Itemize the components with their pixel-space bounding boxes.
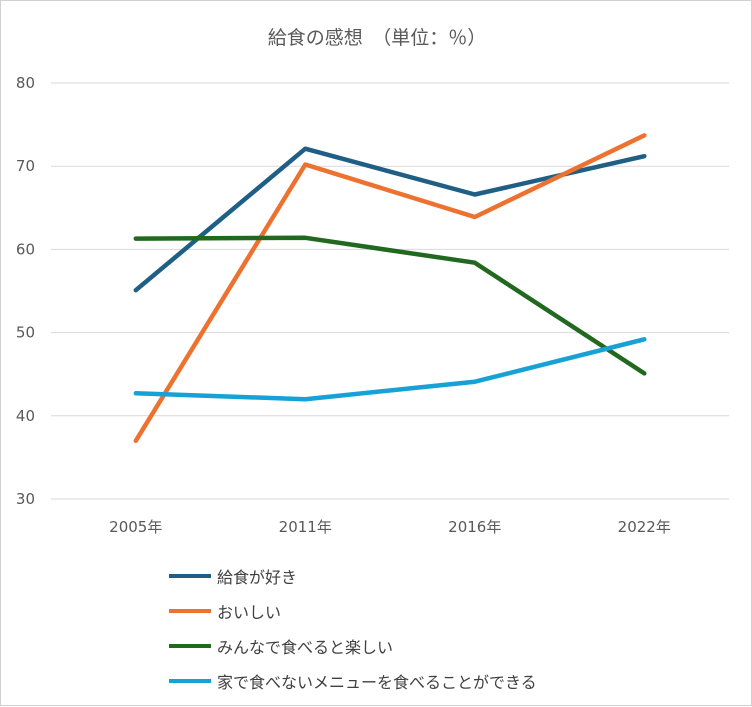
legend-label: みんなで食べると楽しい: [217, 637, 394, 657]
series-line-2: [133, 235, 647, 376]
legend-swatch: [169, 573, 211, 578]
legend: 給食が好きおいしいみんなで食べると楽しい家で食べないメニューを食べることができる: [169, 558, 537, 698]
chart-title: 給食の感想 （単位：％）: [267, 27, 487, 49]
x-axis-ticks: 2005年 2011年 2016年 2022年: [109, 518, 671, 536]
y-tick-label: 80: [16, 74, 35, 92]
series-line-3: [133, 337, 647, 402]
legend-item: おいしい: [169, 593, 537, 628]
series-line-1: [133, 133, 647, 444]
y-tick-label: 30: [16, 490, 35, 508]
legend-label: おいしい: [217, 602, 282, 622]
legend-item: 家で食べないメニューを食べることができる: [169, 663, 537, 698]
x-tick-label: 2011年: [279, 518, 332, 536]
x-tick-label: 2005年: [109, 518, 162, 536]
y-tick-label: 60: [16, 240, 35, 258]
series-lines: [133, 133, 647, 444]
y-axis-ticks: 30 40 50 60 70 80: [16, 74, 35, 508]
legend-swatch: [169, 608, 211, 613]
y-tick-label: 50: [16, 324, 35, 342]
x-tick-label: 2022年: [618, 518, 671, 536]
x-tick-label: 2016年: [448, 518, 501, 536]
legend-item: みんなで食べると楽しい: [169, 628, 537, 663]
legend-label: 給食が好き: [217, 567, 298, 587]
gridlines: [51, 82, 729, 500]
legend-item: 給食が好き: [169, 558, 537, 593]
legend-label: 家で食べないメニューを食べることができる: [217, 672, 537, 692]
legend-swatch: [169, 678, 211, 683]
y-tick-label: 40: [16, 407, 35, 425]
y-tick-label: 70: [16, 157, 35, 175]
legend-swatch: [169, 643, 211, 648]
